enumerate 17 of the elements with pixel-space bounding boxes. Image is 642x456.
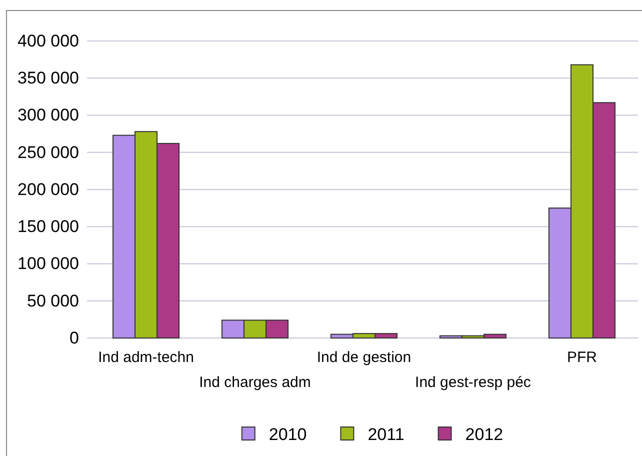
y-tick-label: 50 000 (27, 291, 79, 310)
x-tick-label: Ind gest-resp péc (415, 374, 532, 391)
x-tick-label: Ind charges adm (199, 374, 311, 391)
y-tick-label: 400 000 (18, 31, 79, 50)
y-tick-label: 350 000 (18, 68, 79, 88)
y-tick-label: 200 000 (18, 180, 79, 199)
legend-label: 2012 (465, 425, 504, 444)
x-tick-label: Ind adm-techn (98, 349, 194, 366)
y-tick-label: 100 000 (18, 254, 79, 274)
legend-label: 2011 (368, 425, 404, 444)
x-tick-label: PFR (566, 349, 598, 366)
y-tick-label: 150 000 (18, 217, 79, 236)
y-tick-label: 250 000 (18, 142, 79, 162)
x-tick-label: Ind de gestion (316, 349, 412, 366)
legend-label: 2010 (268, 425, 307, 444)
y-tick-label: 0 (70, 328, 79, 348)
y-tick-label: 300 000 (18, 106, 79, 125)
